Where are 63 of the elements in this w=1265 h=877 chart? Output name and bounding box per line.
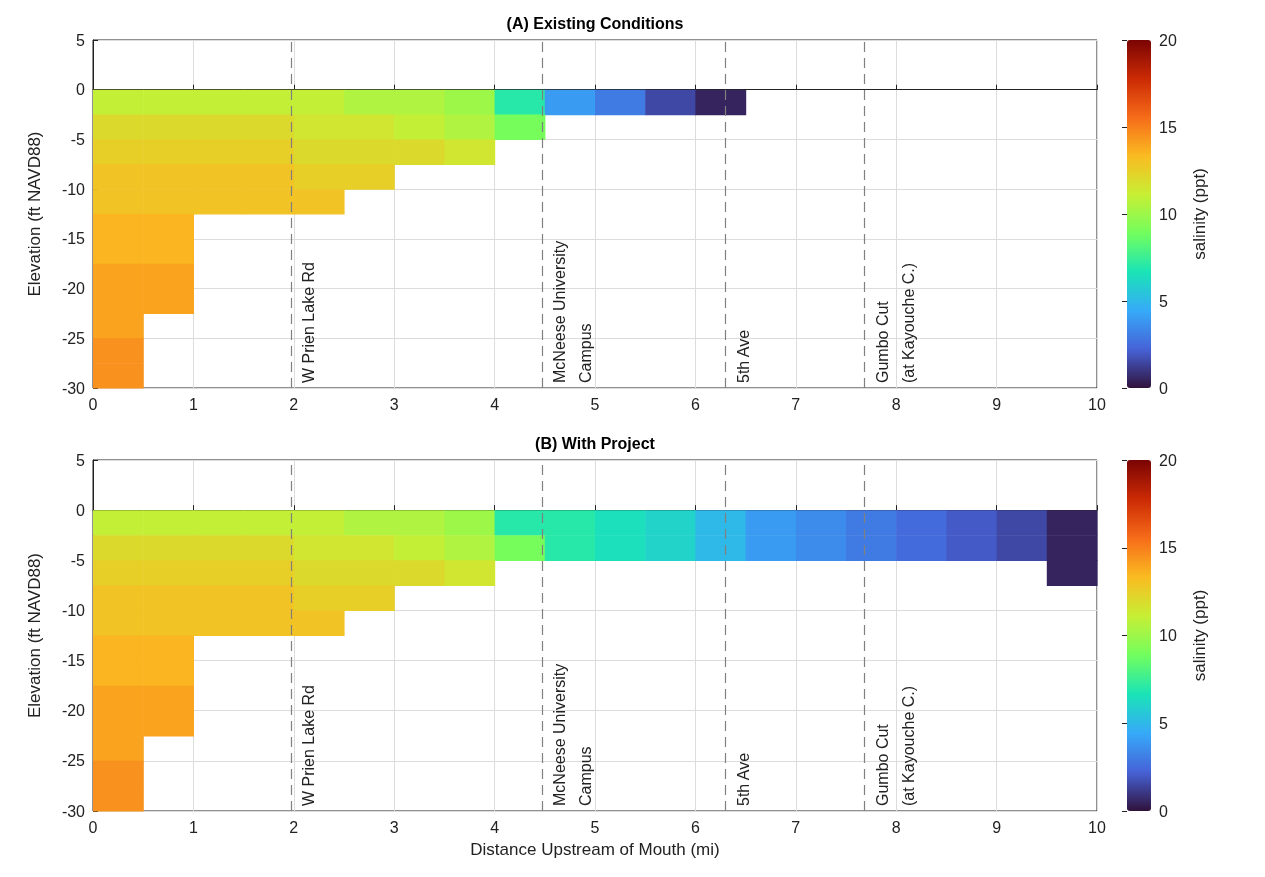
y-tick-label: 5: [76, 31, 86, 49]
y-tick-label: -5: [70, 551, 86, 569]
x-tick-label: 2: [289, 818, 299, 836]
x-tick-label: 8: [891, 395, 901, 413]
x-tick-label: 9: [992, 818, 1002, 836]
y-tick-label: -15: [61, 230, 86, 248]
x-tick-label: 3: [389, 395, 399, 413]
ref-line-label: McNeese University Campus: [551, 240, 595, 383]
y-axis-title: Elevation (ft NAVD88): [25, 552, 44, 719]
color-bar-title: salinity (ppt): [1190, 589, 1209, 682]
y-tick-label: -15: [61, 652, 86, 670]
y-tick-label: -20: [61, 280, 86, 298]
color-bar-label: 20: [1159, 31, 1177, 49]
y-tick-label: 0: [76, 501, 86, 519]
x-tick-label: 1: [188, 818, 198, 836]
ref-line-label: 5th Ave: [735, 752, 753, 806]
x-tick-label: 0: [88, 395, 98, 413]
x-tick-label: 7: [791, 395, 801, 413]
ref-line-label: Gumbo Cut (at Kayouche C.): [873, 685, 917, 806]
y-axis-title: Elevation (ft NAVD88): [25, 131, 44, 297]
color-bar-title: salinity (ppt): [1190, 168, 1209, 260]
x-tick-label: 2: [289, 395, 299, 413]
y-tick-label: -25: [61, 752, 86, 770]
x-tick-label: 5: [590, 818, 600, 836]
y-tick-label: -10: [61, 180, 86, 198]
y-tick-label: -30: [61, 379, 86, 397]
x-axis-title: Distance Upstream of Mouth (mi): [470, 840, 720, 859]
y-tick-label: 5: [76, 451, 86, 469]
x-tick-label: 4: [490, 818, 500, 836]
x-tick-label: 7: [791, 818, 801, 836]
x-tick-label: 3: [389, 818, 399, 836]
y-tick-label: -25: [61, 329, 86, 347]
color-bar-label: 15: [1159, 539, 1177, 557]
color-bar-label: 10: [1159, 627, 1177, 644]
x-tick-label: 1: [188, 395, 198, 413]
x-tick-label: 6: [690, 395, 700, 413]
x-tick-label: 4: [490, 395, 500, 413]
x-tick-label: 8: [891, 818, 901, 836]
ref-line-label: W Prien Lake Rd: [300, 685, 318, 806]
x-tick-label: 10: [1088, 818, 1106, 836]
color-bar-label: 0: [1159, 802, 1168, 820]
x-tick-label: 5: [590, 395, 600, 413]
ref-line-label: McNeese University Campus: [551, 663, 595, 806]
color-bar-label: 5: [1159, 292, 1168, 310]
color-bar-label: 5: [1159, 714, 1168, 732]
chart-title: (B) With Project: [535, 434, 656, 452]
y-tick-label: -30: [61, 802, 86, 820]
x-tick-label: 10: [1088, 395, 1106, 413]
y-tick-label: -10: [61, 601, 86, 619]
ref-line-label: Gumbo Cut (at Kayouche C.): [873, 262, 917, 383]
color-bar-label: 15: [1159, 118, 1177, 136]
chart-title: (A) Existing Conditions: [506, 14, 684, 32]
ref-line-label: W Prien Lake Rd: [300, 262, 318, 383]
x-tick-label: 9: [992, 395, 1002, 413]
y-tick-label: 0: [76, 81, 86, 99]
y-tick-label: -20: [61, 702, 86, 720]
y-tick-label: -5: [70, 130, 86, 148]
color-bar-label: 0: [1159, 379, 1168, 397]
x-tick-label: 0: [88, 818, 98, 836]
color-bar-label: 10: [1159, 205, 1177, 223]
color-bar-label: 20: [1159, 451, 1177, 469]
ref-line-label: 5th Ave: [735, 329, 753, 383]
x-tick-label: 6: [690, 818, 700, 836]
